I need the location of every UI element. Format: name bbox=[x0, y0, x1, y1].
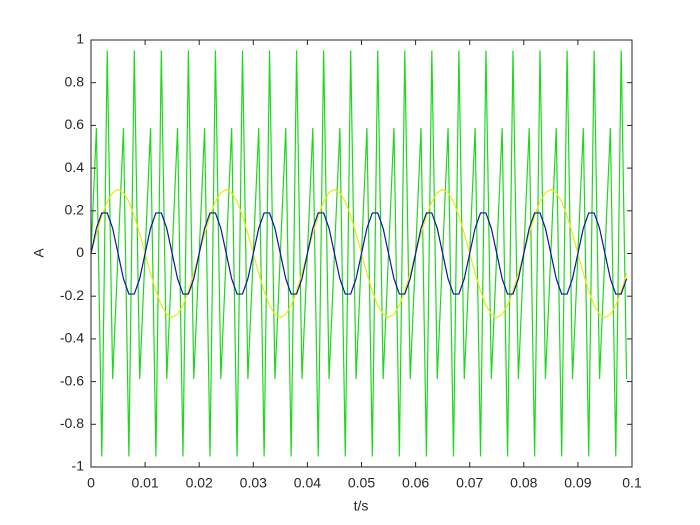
y-tick-label: 0.6 bbox=[65, 116, 85, 132]
y-tick-label: 0.2 bbox=[65, 202, 85, 218]
y-axis-label: A bbox=[31, 248, 47, 258]
x-tick-label: 0.09 bbox=[564, 475, 591, 491]
x-tick-label: 0 bbox=[87, 475, 95, 491]
x-tick-label: 0.06 bbox=[402, 475, 429, 491]
x-tick-label: 0.05 bbox=[348, 475, 375, 491]
x-tick-label: 0.08 bbox=[510, 475, 537, 491]
x-axis-label: t/s bbox=[354, 498, 369, 514]
y-tick-label: 1 bbox=[76, 31, 84, 47]
data-line bbox=[90, 50, 628, 457]
x-tick-label: 0.07 bbox=[456, 475, 483, 491]
y-tick-label: -0.4 bbox=[60, 330, 84, 346]
data-line bbox=[90, 212, 628, 295]
y-tick-label: -1 bbox=[72, 458, 85, 474]
x-tick-label: 0.02 bbox=[186, 475, 213, 491]
y-tick-label: 0.8 bbox=[65, 73, 85, 89]
x-tick-label: 0.1 bbox=[622, 475, 642, 491]
y-tick-label: -0.2 bbox=[60, 287, 84, 303]
x-tick-label: 0.04 bbox=[294, 475, 321, 491]
y-tick-label: 0.4 bbox=[65, 159, 85, 175]
data-line bbox=[90, 188, 628, 319]
y-tick-label: -0.8 bbox=[60, 415, 84, 431]
x-tick-label: 0.03 bbox=[240, 475, 267, 491]
y-tick-label: -0.6 bbox=[60, 372, 84, 388]
x-tick-label: 0.01 bbox=[131, 475, 158, 491]
y-tick-label: 0 bbox=[76, 244, 84, 260]
